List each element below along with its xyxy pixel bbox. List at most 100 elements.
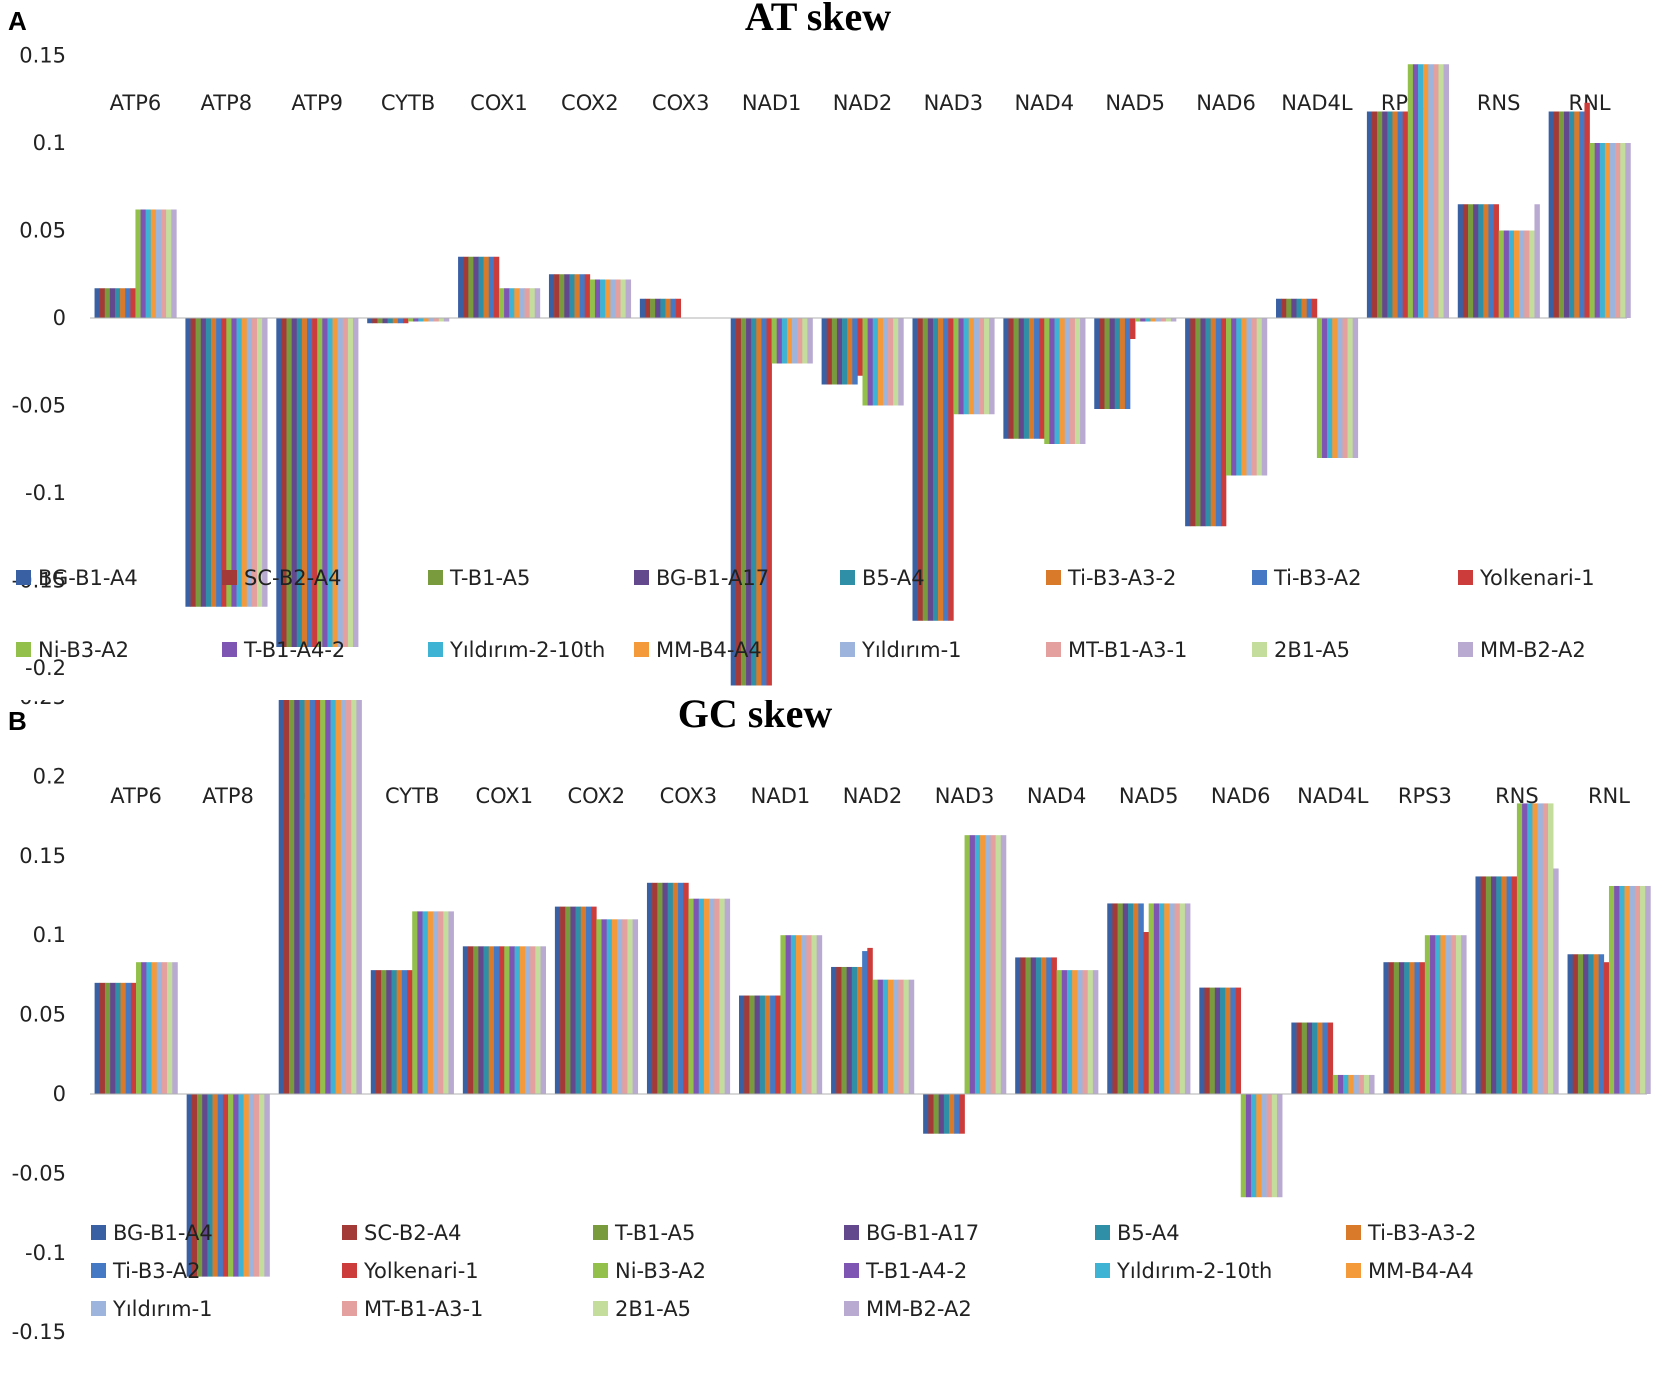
bar (570, 906, 576, 1094)
bar (1094, 318, 1100, 409)
bar (1457, 204, 1464, 318)
bar (1435, 935, 1441, 1094)
bar (601, 919, 607, 1094)
bar (1594, 143, 1601, 318)
bar (943, 318, 949, 621)
legend-label: B5-A4 (1117, 1221, 1180, 1245)
category-label: ATP9 (291, 91, 343, 115)
bar (428, 318, 434, 322)
legend-swatch (91, 1263, 106, 1278)
bar (375, 970, 382, 1094)
bar (1433, 64, 1439, 318)
category-label: NAD5 (1105, 91, 1165, 115)
legend-label: T-B1-A5 (614, 1221, 695, 1245)
bar (797, 318, 803, 364)
bar (140, 209, 146, 318)
bar (719, 898, 725, 1094)
category-label: NAD5 (1119, 784, 1179, 808)
category-label: COX3 (652, 91, 710, 115)
bar (893, 318, 899, 406)
bar (1348, 1074, 1354, 1094)
bar (94, 982, 101, 1094)
bar (1404, 962, 1410, 1094)
bar (1195, 318, 1201, 527)
bar (1281, 298, 1287, 318)
legend-label: Yıldırım-2-10th (449, 638, 605, 662)
bar (667, 882, 674, 1094)
bar (786, 318, 793, 364)
bar (1220, 318, 1227, 527)
category-label: NAD1 (742, 91, 802, 115)
bar (1241, 318, 1247, 476)
bar (248, 1094, 255, 1277)
bar (458, 256, 464, 318)
bar (954, 1094, 960, 1134)
bar (1087, 970, 1094, 1094)
bar (408, 318, 414, 322)
bar (172, 962, 178, 1094)
bar (610, 279, 616, 318)
legend-swatch (840, 570, 855, 585)
bar (1069, 318, 1076, 444)
bar (1049, 318, 1055, 444)
bar (1174, 903, 1181, 1094)
bar (283, 700, 290, 1094)
bar (964, 835, 971, 1094)
bar (792, 318, 798, 364)
bar (422, 911, 429, 1094)
bar (985, 835, 991, 1094)
bar (932, 318, 939, 621)
bar (670, 298, 676, 318)
bar (478, 256, 484, 318)
bar (1112, 903, 1118, 1094)
bar (990, 835, 996, 1094)
bar (662, 882, 668, 1094)
bar (678, 882, 684, 1094)
bar (335, 700, 342, 1094)
bar (1327, 1022, 1334, 1094)
bar (1579, 111, 1585, 318)
bar (1377, 111, 1383, 318)
gc-skew-panel: B GC skew 0.350.30.250.20.150.10.050-0.0… (0, 700, 1655, 1393)
bar (1493, 204, 1499, 318)
bar (1261, 318, 1268, 476)
bar (1409, 962, 1415, 1094)
bar (205, 318, 212, 607)
y-tick-label: 0.05 (19, 219, 66, 243)
bar (370, 970, 377, 1094)
bar (714, 898, 720, 1094)
bar (1306, 298, 1313, 318)
legend-swatch (91, 1301, 106, 1316)
legend-label: MT-B1-A3-1 (364, 1297, 483, 1321)
category-label: ATP6 (110, 784, 162, 808)
bar (1286, 298, 1292, 318)
bar (296, 318, 303, 647)
bar (1080, 318, 1086, 444)
y-tick-label: 0 (53, 1082, 66, 1106)
bar (197, 1094, 203, 1277)
bar (1572, 954, 1579, 1094)
bar (1599, 143, 1606, 318)
legend-swatch (1458, 642, 1473, 657)
legend-label: MM-B4-A4 (656, 638, 762, 662)
bar (565, 906, 571, 1094)
bar (1215, 318, 1222, 527)
bar (161, 209, 167, 318)
bar (980, 835, 986, 1094)
bar (1230, 987, 1236, 1094)
bar (898, 979, 904, 1094)
bar (1491, 876, 1497, 1094)
bar (807, 318, 813, 364)
bar (1209, 987, 1216, 1094)
bar (524, 288, 530, 318)
bar (1388, 962, 1395, 1094)
bar-series-group (94, 64, 1631, 686)
bar (498, 288, 505, 318)
bar (1114, 318, 1121, 409)
legend-label: T-B1-A4-2 (865, 1259, 967, 1283)
category-label: RPS3 (1398, 784, 1452, 808)
bar (1256, 318, 1263, 476)
bar (1508, 230, 1515, 318)
bar (1041, 957, 1047, 1094)
bar (1124, 318, 1131, 409)
